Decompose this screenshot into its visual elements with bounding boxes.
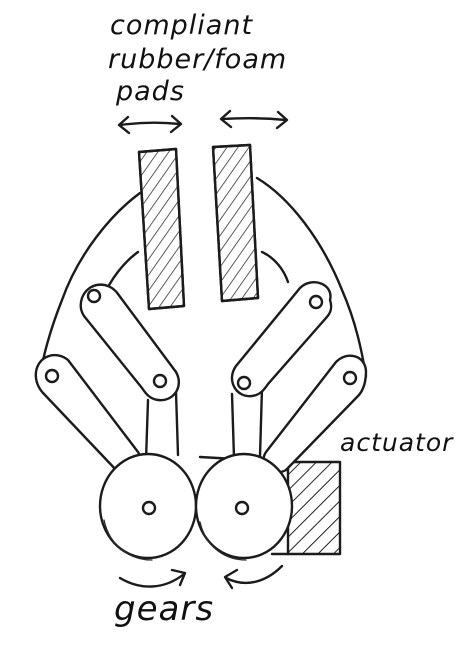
- right-upper-link: [230, 281, 333, 398]
- pads-label-line-1: compliant: [110, 10, 253, 41]
- actuator-label: actuator: [340, 428, 454, 457]
- left-pad: [137, 147, 186, 311]
- left-pad-travel-arrow: [117, 114, 183, 135]
- left-gear-rotation-arrow: [118, 568, 187, 588]
- right-pad: [211, 143, 260, 303]
- finger-stems: [144, 386, 264, 462]
- left-upper-link: [79, 283, 181, 402]
- right-finger-outline: [255, 176, 368, 378]
- gears-label: gears: [114, 589, 214, 629]
- left-lower-link: [34, 353, 142, 475]
- right-pad-travel-arrow: [219, 109, 289, 130]
- pads-label-line-2: rubber/foam: [108, 44, 287, 75]
- right-gear: [194, 452, 294, 561]
- pads-label-line-3: pads: [115, 76, 185, 107]
- pads-annotation: compliant rubber/foam pads: [108, 10, 287, 107]
- right-gear-rotation-arrow: [223, 564, 284, 590]
- left-gear: [98, 452, 198, 561]
